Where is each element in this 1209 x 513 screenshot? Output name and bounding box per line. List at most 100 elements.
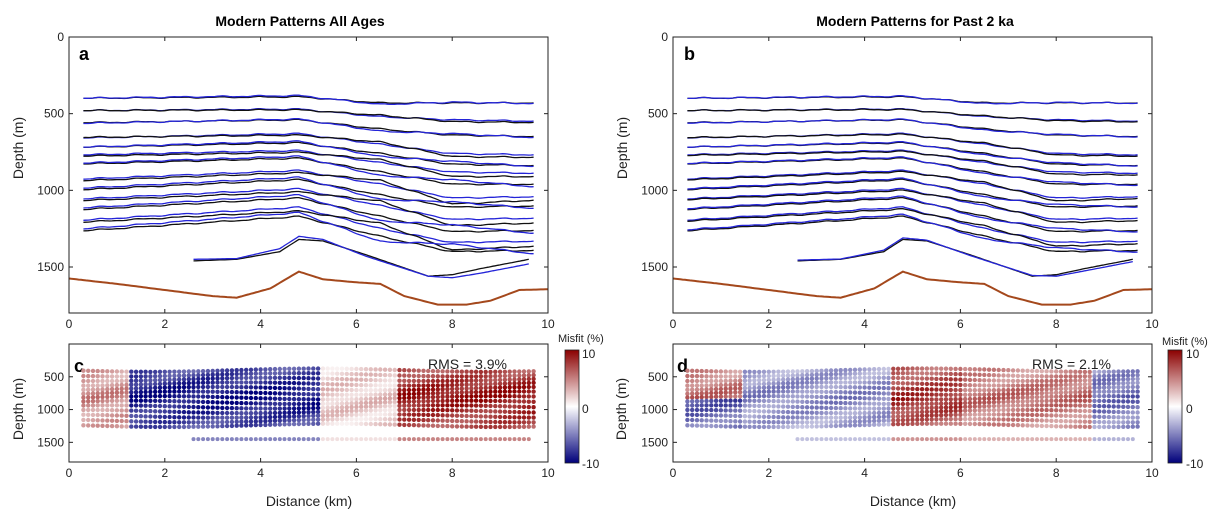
misfit-point	[828, 410, 834, 416]
misfit-point	[224, 423, 230, 429]
misfit-point	[977, 383, 982, 388]
misfit-point	[397, 383, 402, 388]
misfit-point	[704, 423, 709, 428]
misfit-point	[967, 412, 973, 417]
misfit-point	[723, 418, 728, 424]
misfit-point	[1087, 414, 1092, 419]
misfit-point	[488, 419, 493, 425]
misfit-point	[891, 401, 896, 407]
misfit-point	[354, 366, 359, 372]
misfit-point	[718, 374, 724, 379]
misfit-point	[828, 368, 834, 373]
misfit-point	[1125, 389, 1131, 394]
misfit-point	[1054, 398, 1059, 403]
misfit-point	[1001, 367, 1006, 373]
misfit-point	[368, 408, 373, 413]
misfit-point	[718, 378, 724, 384]
misfit-point	[177, 424, 182, 430]
misfit-point	[287, 396, 292, 402]
modeled-deep-layer-line	[797, 237, 1133, 277]
misfit-point	[996, 373, 1001, 378]
misfit-point	[301, 421, 306, 427]
misfit-point	[1020, 373, 1025, 379]
misfit-point	[996, 392, 1001, 397]
panel-c-ylabel: Depth (m)	[10, 378, 26, 440]
misfit-point	[382, 412, 388, 417]
misfit-point	[814, 372, 819, 377]
misfit-point	[824, 376, 829, 381]
misfit-point	[531, 420, 536, 425]
misfit-point	[982, 372, 987, 378]
misfit-point	[939, 366, 944, 371]
misfit-point	[1116, 424, 1121, 430]
misfit-point	[886, 386, 891, 391]
misfit-point	[100, 418, 105, 423]
misfit-point	[1135, 394, 1140, 399]
misfit-point	[411, 368, 417, 373]
misfit-point	[488, 437, 493, 442]
misfit-point	[1034, 412, 1040, 418]
misfit-point	[1054, 408, 1059, 413]
misfit-point	[1063, 378, 1069, 383]
misfit-point	[968, 437, 972, 442]
misfit-point	[124, 408, 129, 413]
misfit-point	[924, 421, 930, 426]
misfit-point	[1077, 374, 1083, 379]
misfit-point	[1025, 407, 1030, 413]
panel-c-colorbar-tick-mid: 0	[582, 402, 589, 416]
misfit-point	[435, 398, 440, 404]
misfit-point	[1106, 381, 1112, 386]
misfit-point	[819, 424, 824, 429]
misfit-point	[733, 419, 738, 424]
misfit-point	[718, 418, 724, 424]
misfit-point	[958, 412, 963, 417]
misfit-point	[819, 376, 824, 381]
misfit-point	[402, 403, 407, 408]
misfit-point	[838, 437, 843, 442]
x-tick-label: 6	[957, 466, 964, 480]
misfit-point	[153, 403, 158, 409]
misfit-point	[948, 405, 953, 410]
misfit-point	[934, 376, 939, 382]
misfit-point	[718, 408, 724, 413]
misfit-point	[512, 385, 517, 390]
misfit-point	[713, 408, 719, 413]
misfit-point	[95, 368, 100, 374]
misfit-point	[996, 417, 1001, 422]
misfit-point	[785, 409, 791, 415]
misfit-point	[86, 368, 91, 373]
misfit-point	[977, 437, 982, 442]
panel-b-letter: b	[684, 44, 695, 64]
misfit-point	[138, 424, 144, 429]
misfit-point	[690, 417, 695, 423]
misfit-point	[191, 394, 196, 399]
misfit-point	[114, 382, 120, 388]
misfit-point	[800, 424, 805, 429]
misfit-point	[694, 383, 700, 388]
misfit-point	[402, 437, 407, 442]
misfit-point	[143, 389, 148, 395]
misfit-point	[502, 404, 508, 409]
misfit-point	[301, 375, 306, 381]
misfit-point	[392, 388, 397, 393]
misfit-point	[526, 420, 531, 425]
misfit-point	[109, 378, 115, 384]
misfit-point	[872, 401, 877, 406]
misfit-point	[406, 368, 412, 373]
misfit-point	[848, 411, 853, 416]
misfit-point	[392, 367, 397, 373]
misfit-point	[728, 386, 733, 391]
misfit-point	[853, 437, 857, 442]
misfit-point	[838, 375, 843, 381]
misfit-point	[1106, 424, 1112, 430]
misfit-point	[757, 389, 762, 394]
misfit-point	[1006, 373, 1011, 378]
misfit-point	[196, 410, 201, 415]
misfit-point	[133, 386, 139, 391]
misfit-point	[90, 383, 96, 388]
misfit-point	[1101, 414, 1107, 420]
misfit-point	[785, 381, 791, 386]
misfit-point	[430, 423, 436, 428]
misfit-point	[119, 374, 124, 379]
misfit-point	[713, 394, 719, 399]
